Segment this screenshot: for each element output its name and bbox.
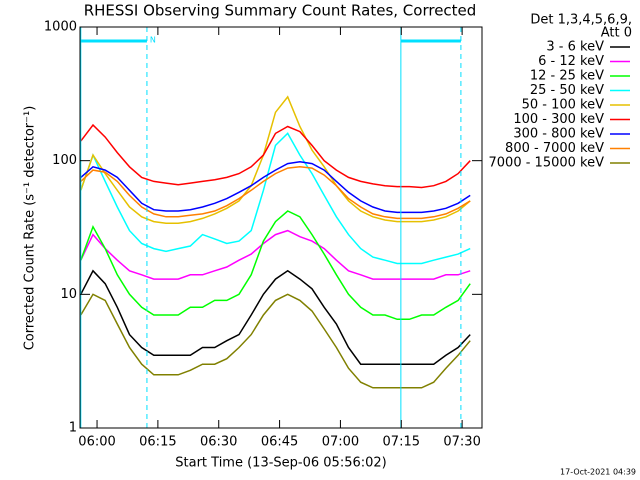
series-line	[80, 132, 471, 265]
x-tick-label: 07:15	[383, 435, 420, 450]
y-tick-label: 100	[52, 153, 77, 168]
series-line	[80, 210, 471, 321]
series-line	[80, 123, 471, 189]
x-tick-label: 06:45	[261, 435, 298, 450]
legend-label: 6 - 12 keV	[538, 54, 604, 69]
x-tick-label: 07:30	[443, 435, 480, 450]
marker-label: N	[150, 36, 156, 45]
legend-header: Att 0	[601, 26, 632, 41]
legend-label: 800 - 7000 keV	[505, 141, 604, 156]
x-axis-label: Start Time (13-Sep-06 05:56:02)	[175, 456, 386, 471]
series-line	[80, 269, 471, 365]
series-line	[80, 161, 471, 214]
legend-label: 50 - 100 keV	[522, 98, 605, 113]
legend-label: 3 - 6 keV	[546, 40, 604, 55]
footer: 17-Oct-2021 04:39	[560, 468, 636, 477]
x-tick-label: 06:15	[139, 435, 176, 450]
series-line	[80, 166, 471, 220]
legend-header: Det 1,3,4,5,6,9,	[530, 13, 632, 28]
series-line	[80, 95, 471, 225]
x-tick-label: 07:00	[322, 435, 359, 450]
x-tick-label: 06:00	[78, 435, 115, 450]
plot-frame	[79, 26, 483, 429]
y-tick-label: 1	[69, 421, 77, 436]
legend-label: 100 - 300 keV	[513, 112, 604, 127]
legend-label: 25 - 50 keV	[530, 83, 604, 98]
legend-label: 300 - 800 keV	[513, 127, 604, 142]
chart-title: RHESSI Observing Summary Count Rates, Co…	[84, 2, 477, 20]
series-line	[80, 229, 471, 280]
y-tick-label: 1000	[44, 20, 77, 35]
series-line	[80, 293, 471, 389]
y-axis-label: Corrected Count Rate (s⁻¹ detector⁻¹)	[23, 106, 38, 351]
x-tick-label: 06:30	[200, 435, 237, 450]
legend-label: 12 - 25 keV	[530, 69, 604, 84]
legend-label: 7000 - 15000 keV	[489, 156, 605, 171]
y-tick-label: 10	[60, 287, 77, 302]
